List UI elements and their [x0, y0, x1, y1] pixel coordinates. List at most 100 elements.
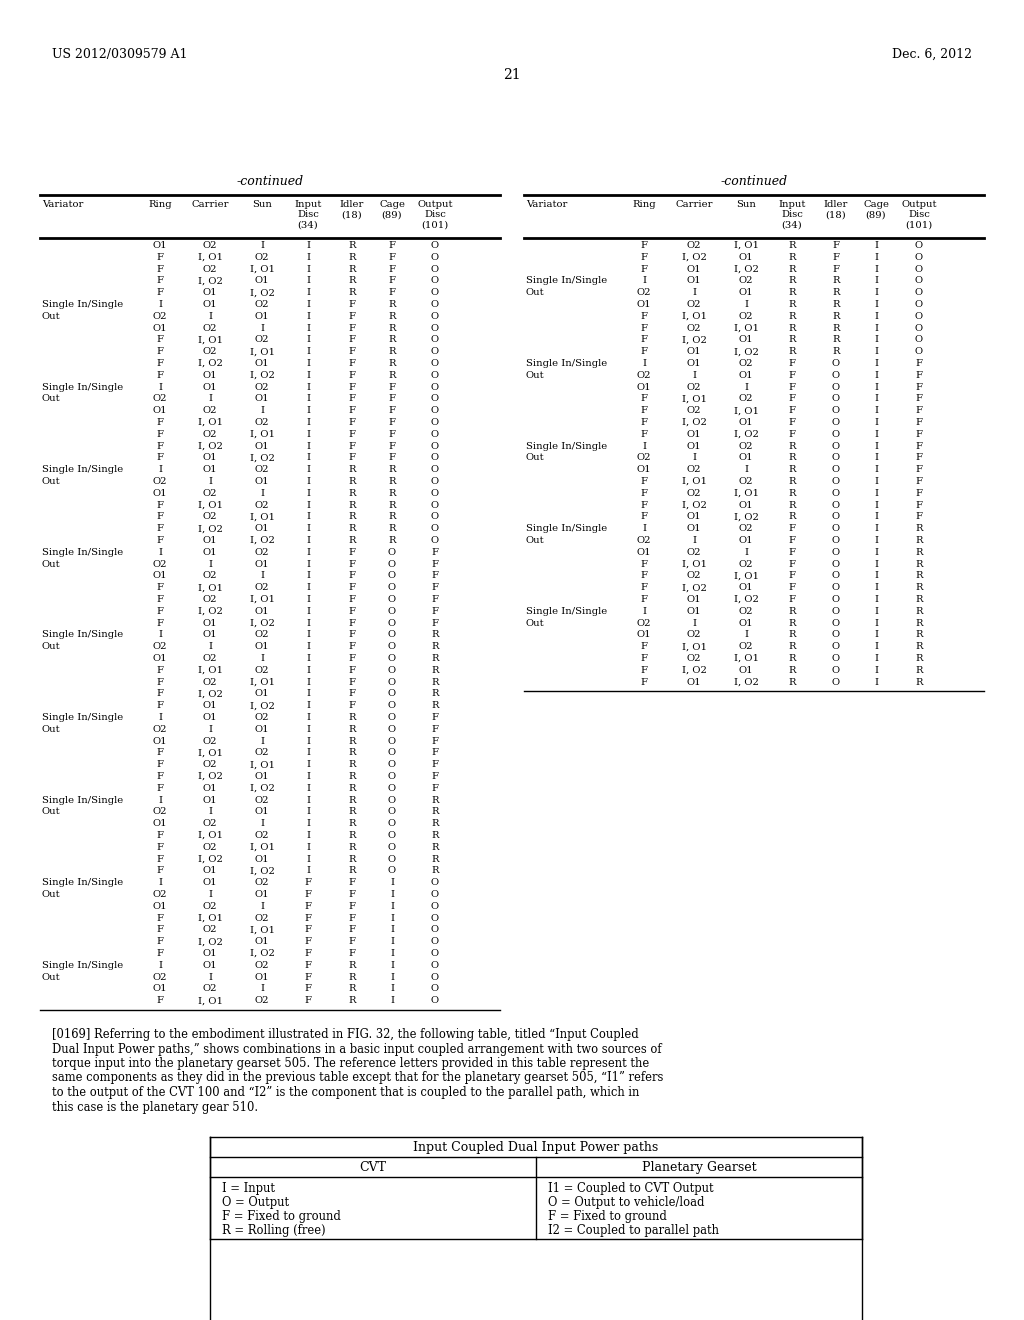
Text: O2: O2: [203, 512, 217, 521]
Text: R: R: [431, 854, 438, 863]
Text: O1: O1: [255, 772, 269, 781]
Text: R: R: [915, 643, 923, 651]
Text: O: O: [388, 560, 396, 569]
Text: F: F: [348, 347, 355, 356]
Text: F: F: [348, 653, 355, 663]
Text: O: O: [831, 548, 840, 557]
Text: O: O: [831, 595, 840, 605]
Text: F: F: [348, 689, 355, 698]
Text: R: R: [788, 512, 796, 521]
Text: R: R: [431, 643, 438, 651]
Text: F: F: [388, 395, 395, 404]
Text: I: I: [306, 536, 310, 545]
Text: Out: Out: [42, 560, 60, 569]
Text: O2: O2: [255, 997, 269, 1006]
Text: Single In/Single: Single In/Single: [42, 548, 123, 557]
Text: R: R: [348, 737, 355, 746]
Text: I: I: [874, 619, 878, 627]
Text: I: I: [642, 607, 646, 616]
Text: O2: O2: [153, 643, 167, 651]
Text: O2: O2: [255, 878, 269, 887]
Text: O1: O1: [203, 949, 217, 958]
Text: O1: O1: [203, 784, 217, 793]
Text: F: F: [388, 383, 395, 392]
Text: F: F: [788, 572, 796, 581]
Text: R: R: [833, 276, 840, 285]
Text: O1: O1: [687, 347, 701, 356]
Text: R: R: [388, 524, 395, 533]
Text: I: I: [306, 418, 310, 426]
Text: F: F: [348, 407, 355, 416]
Text: I: I: [306, 607, 310, 616]
Text: CVT: CVT: [359, 1162, 386, 1173]
Text: O1: O1: [255, 524, 269, 533]
Text: I: I: [306, 512, 310, 521]
Text: F: F: [431, 619, 438, 627]
Text: O2: O2: [255, 665, 269, 675]
Text: F: F: [640, 512, 647, 521]
Text: I: I: [306, 737, 310, 746]
Text: O2: O2: [738, 524, 754, 533]
Text: O1: O1: [637, 383, 651, 392]
Text: R: R: [348, 961, 355, 970]
Text: O: O: [831, 653, 840, 663]
Text: R: R: [348, 253, 355, 261]
Text: O1: O1: [203, 796, 217, 805]
Text: O: O: [431, 371, 439, 380]
Text: O: O: [914, 276, 923, 285]
Text: R: R: [388, 465, 395, 474]
Text: R: R: [348, 997, 355, 1006]
Text: F: F: [640, 418, 647, 426]
Text: O2: O2: [203, 488, 217, 498]
Text: F: F: [640, 643, 647, 651]
Text: O: O: [431, 925, 439, 935]
Text: I1 = Coupled to CVT Output: I1 = Coupled to CVT Output: [548, 1181, 714, 1195]
Text: O2: O2: [153, 973, 167, 982]
Text: F: F: [348, 619, 355, 627]
Text: I, O2: I, O2: [733, 430, 759, 438]
Text: I, O1: I, O1: [250, 677, 274, 686]
Text: F: F: [348, 665, 355, 675]
Text: R: R: [388, 500, 395, 510]
Text: I, O1: I, O1: [682, 643, 707, 651]
Text: F: F: [157, 677, 164, 686]
Text: I, O1: I, O1: [198, 997, 222, 1006]
Text: Cage
(89): Cage (89): [863, 201, 889, 219]
Text: I: I: [874, 583, 878, 593]
Text: O: O: [831, 583, 840, 593]
Text: O: O: [431, 323, 439, 333]
Text: O: O: [431, 442, 439, 450]
Text: O: O: [388, 784, 396, 793]
Text: R: R: [348, 536, 355, 545]
Text: F: F: [788, 418, 796, 426]
Text: F: F: [640, 312, 647, 321]
Text: R: R: [431, 832, 438, 840]
Text: O1: O1: [738, 288, 754, 297]
Text: I: I: [874, 631, 878, 639]
Text: Out: Out: [42, 312, 60, 321]
Text: O2: O2: [203, 842, 217, 851]
Text: O: O: [914, 323, 923, 333]
Text: F: F: [348, 323, 355, 333]
Text: Single In/Single: Single In/Single: [42, 796, 123, 805]
Text: O1: O1: [203, 300, 217, 309]
Text: F: F: [304, 878, 311, 887]
Text: O2: O2: [153, 808, 167, 816]
Text: I, O1: I, O1: [250, 595, 274, 605]
Text: F: F: [304, 890, 311, 899]
Text: O: O: [388, 772, 396, 781]
Text: O2: O2: [203, 323, 217, 333]
Text: F: F: [915, 442, 923, 450]
Text: F: F: [157, 500, 164, 510]
Text: F: F: [640, 253, 647, 261]
Text: F: F: [788, 548, 796, 557]
Text: I: I: [874, 465, 878, 474]
Text: O: O: [388, 607, 396, 616]
Text: O: O: [388, 548, 396, 557]
Text: I: I: [260, 737, 264, 746]
Text: I: I: [390, 961, 394, 970]
Text: F: F: [915, 395, 923, 404]
Text: I: I: [692, 288, 696, 297]
Text: I: I: [692, 536, 696, 545]
Text: F: F: [388, 264, 395, 273]
